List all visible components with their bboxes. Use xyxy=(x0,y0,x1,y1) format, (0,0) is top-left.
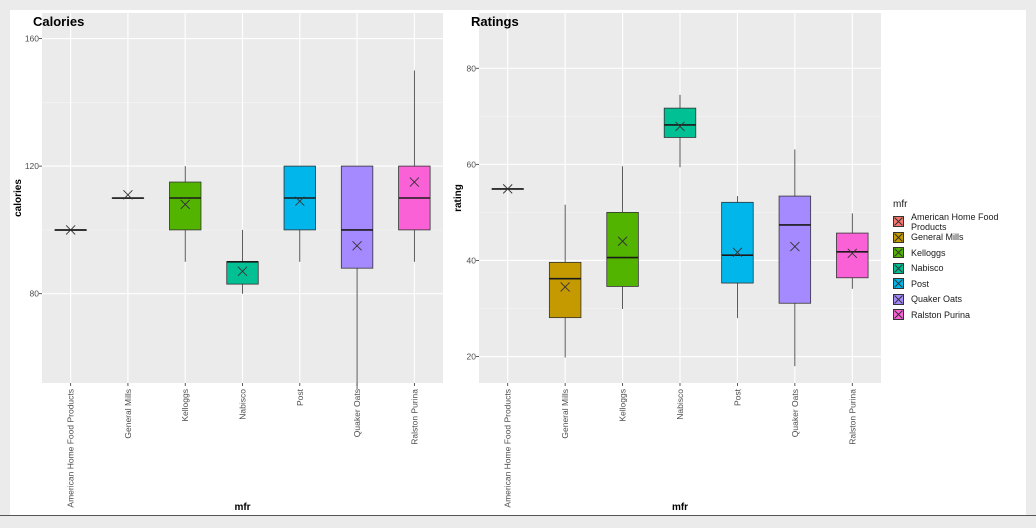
x-tick-label: Nabisco xyxy=(238,389,248,420)
y-tick-label: 20 xyxy=(467,352,477,362)
x-axis-label: mfr xyxy=(672,502,688,513)
legend-key xyxy=(893,247,904,259)
x-tick-label: Kelloggs xyxy=(180,389,190,422)
mean-marker xyxy=(294,196,305,207)
legend-label: Post xyxy=(911,278,930,289)
x-tick-label: General Mills xyxy=(560,389,570,439)
y-tick-label: 40 xyxy=(467,255,477,265)
legend-key xyxy=(893,278,904,290)
legend-item: General Mills xyxy=(893,230,1036,246)
legend: mfr American Home Food Products General … xyxy=(893,199,1036,323)
legend-label: Nabisco xyxy=(911,263,944,274)
legend-label: General Mills xyxy=(911,232,964,243)
y-tick-label: 80 xyxy=(467,63,477,73)
y-axis-label: rating xyxy=(453,184,464,212)
mean-marker xyxy=(675,121,685,132)
box xyxy=(548,261,582,319)
bottom-border xyxy=(0,515,1036,516)
legend-key xyxy=(893,293,904,305)
mean-marker xyxy=(502,184,513,194)
legend-item: Quaker Oats xyxy=(893,292,1036,308)
x-tick-label: Kelloggs xyxy=(618,389,628,422)
legend-item: Kelloggs xyxy=(893,245,1036,261)
legend-label: Ralston Purina xyxy=(911,309,971,320)
y-tick-label: 120 xyxy=(25,161,39,171)
mean-marker xyxy=(352,241,362,251)
legend-key xyxy=(893,262,904,274)
mean-marker xyxy=(847,248,858,259)
y-tick-label: 160 xyxy=(25,34,39,44)
mean-marker xyxy=(237,266,248,277)
legend-label: Quaker Oats xyxy=(911,294,963,305)
mean-marker xyxy=(409,177,420,187)
x-tick-label: Nabisco xyxy=(675,389,685,420)
box xyxy=(606,212,639,287)
legend-label: Kelloggs xyxy=(911,247,946,258)
x-tick-label: Quaker Oats xyxy=(352,389,362,437)
box xyxy=(721,201,754,284)
x-axis-label: mfr xyxy=(234,502,250,513)
box xyxy=(836,232,869,279)
x-tick-label: Post xyxy=(732,388,742,406)
box xyxy=(663,107,697,138)
box xyxy=(169,181,202,231)
legend-label: American Home Food Products xyxy=(910,211,999,232)
x-tick-label: American Home Food Products xyxy=(503,389,513,508)
x-tick-label: American Home Food Products xyxy=(66,389,76,508)
legend-item: Nabisco xyxy=(893,261,1036,277)
legend-item: Post xyxy=(893,276,1036,292)
y-axis-label: calories xyxy=(13,179,24,217)
x-tick-label: Ralston Purina xyxy=(847,389,857,445)
legend-key xyxy=(893,231,904,243)
mean-marker xyxy=(123,189,133,200)
mean-marker xyxy=(617,236,628,247)
chart-title: Calories xyxy=(33,14,84,29)
x-tick-label: Post xyxy=(295,388,305,406)
legend-item: Ralston Purina xyxy=(893,307,1036,323)
mean-marker xyxy=(65,225,76,235)
box xyxy=(778,195,812,304)
legend-key xyxy=(893,309,904,321)
legend-key xyxy=(893,216,904,228)
mean-marker xyxy=(732,247,743,258)
x-tick-label: Ralston Purina xyxy=(409,389,419,445)
mean-marker xyxy=(180,199,191,210)
x-tick-label: General Mills xyxy=(123,389,133,439)
mean-marker xyxy=(560,282,570,292)
chart-title: Ratings xyxy=(471,14,519,29)
box xyxy=(340,165,374,269)
legend-item: American Home Food Products xyxy=(893,211,1036,232)
legend-title: mfr xyxy=(893,199,908,210)
x-tick-label: Quaker Oats xyxy=(790,389,800,437)
y-tick-label: 60 xyxy=(467,159,477,169)
y-tick-label: 80 xyxy=(30,289,40,299)
mean-marker xyxy=(790,241,800,252)
